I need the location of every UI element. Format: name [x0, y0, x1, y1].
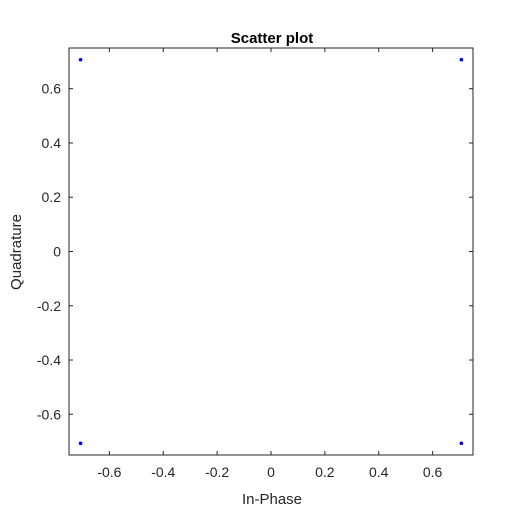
chart-title: Scatter plot — [231, 30, 314, 47]
plot-area — [68, 47, 474, 456]
y-tick-label: 0.6 — [42, 81, 62, 97]
y-tick-label: 0.2 — [42, 189, 62, 205]
scatter-point — [459, 441, 464, 446]
x-tick-label: -0.4 — [151, 464, 175, 480]
scatter-point — [78, 57, 83, 62]
y-axis-label: Quadrature — [8, 214, 25, 290]
x-tick-label: -0.2 — [205, 464, 229, 480]
x-tick-label: 0.2 — [315, 464, 335, 480]
y-axis-ticks: -0.6 -0.4 -0.2 0 0.2 0.4 0.6 — [37, 81, 473, 422]
x-tick-label: -0.6 — [97, 464, 121, 480]
y-tick-label: 0.4 — [42, 135, 62, 151]
y-tick-label: -0.6 — [37, 406, 61, 422]
y-tick-label: -0.2 — [37, 298, 61, 314]
y-tick-label: -0.4 — [37, 352, 61, 368]
scatter-point — [459, 57, 464, 62]
x-axis-ticks: -0.6 -0.4 -0.2 0 0.2 0.4 0.6 — [97, 48, 443, 480]
x-tick-label: 0 — [267, 464, 275, 480]
x-axis-label: In-Phase — [242, 491, 302, 508]
scatter-point — [78, 441, 83, 446]
x-tick-label: 0.4 — [369, 464, 389, 480]
scatter-points — [78, 57, 464, 446]
y-tick-label: 0 — [53, 244, 61, 260]
x-tick-label: 0.6 — [423, 464, 443, 480]
